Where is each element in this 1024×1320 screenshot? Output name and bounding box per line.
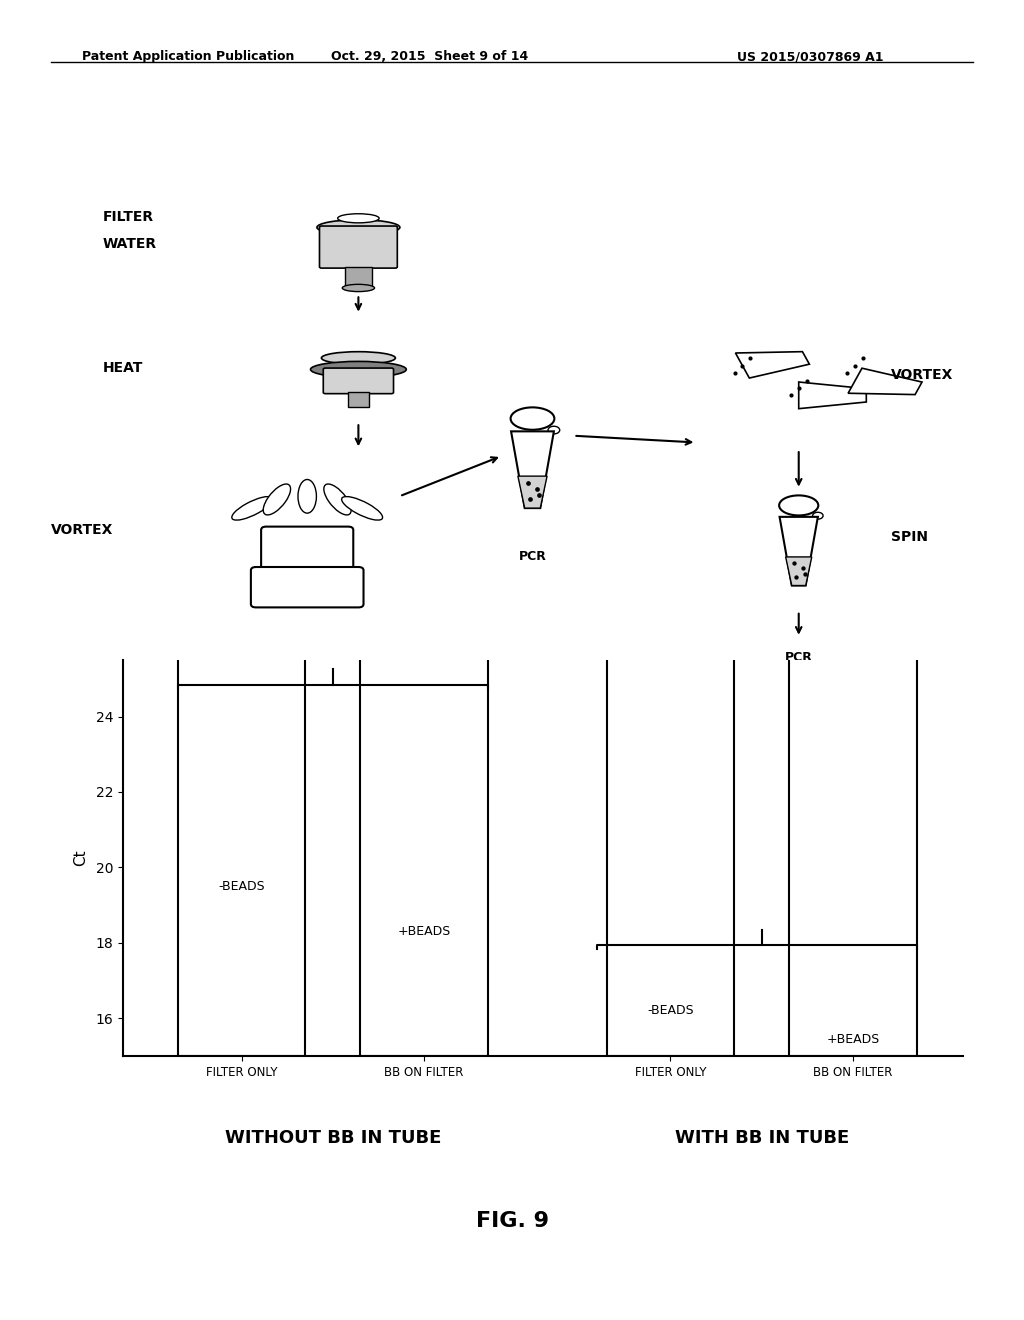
Text: -BEADS: -BEADS	[647, 1005, 694, 1018]
Text: Patent Application Publication: Patent Application Publication	[82, 50, 294, 63]
Text: HEAT: HEAT	[102, 362, 142, 375]
Text: VORTEX: VORTEX	[51, 523, 114, 537]
Ellipse shape	[511, 408, 554, 430]
Bar	[348, 392, 369, 407]
Polygon shape	[799, 381, 866, 409]
Ellipse shape	[298, 479, 316, 513]
Text: US 2015/0307869 A1: US 2015/0307869 A1	[737, 50, 884, 63]
Ellipse shape	[317, 220, 400, 235]
Text: -BEADS: -BEADS	[218, 880, 265, 892]
Polygon shape	[518, 477, 547, 508]
Text: WATER: WATER	[102, 236, 157, 251]
FancyBboxPatch shape	[324, 368, 393, 393]
Ellipse shape	[342, 284, 375, 292]
Text: WITHOUT BB IN TUBE: WITHOUT BB IN TUBE	[224, 1129, 441, 1147]
FancyBboxPatch shape	[251, 568, 364, 607]
Ellipse shape	[231, 496, 272, 520]
Ellipse shape	[322, 351, 395, 364]
Text: PCR: PCR	[784, 651, 813, 664]
Ellipse shape	[263, 484, 291, 515]
Polygon shape	[511, 432, 554, 508]
Text: FILTER: FILTER	[102, 210, 154, 224]
Text: VORTEX: VORTEX	[891, 368, 953, 383]
Bar	[177, 150, 305, 1056]
Ellipse shape	[548, 426, 560, 434]
Ellipse shape	[342, 496, 383, 520]
Text: SPIN: SPIN	[891, 529, 928, 544]
Text: Oct. 29, 2015  Sheet 9 of 14: Oct. 29, 2015 Sheet 9 of 14	[332, 50, 528, 63]
Ellipse shape	[813, 512, 823, 519]
Text: PCR: PCR	[518, 550, 547, 564]
FancyBboxPatch shape	[261, 527, 353, 574]
Polygon shape	[785, 557, 812, 586]
Y-axis label: Ct: Ct	[74, 850, 88, 866]
Ellipse shape	[324, 484, 351, 515]
Bar	[790, 458, 916, 1056]
Bar	[344, 267, 373, 288]
Bar	[360, 242, 488, 1056]
Polygon shape	[848, 368, 922, 395]
Ellipse shape	[779, 495, 818, 515]
Text: WITH BB IN TUBE: WITH BB IN TUBE	[675, 1129, 849, 1147]
Text: +BEADS: +BEADS	[397, 925, 451, 939]
FancyBboxPatch shape	[319, 226, 397, 268]
Text: +BEADS: +BEADS	[826, 1034, 880, 1047]
Ellipse shape	[338, 214, 379, 223]
Polygon shape	[735, 351, 809, 378]
Ellipse shape	[310, 362, 407, 378]
Text: FIG. 9: FIG. 9	[475, 1210, 549, 1232]
Polygon shape	[779, 517, 818, 586]
Bar	[606, 400, 734, 1056]
